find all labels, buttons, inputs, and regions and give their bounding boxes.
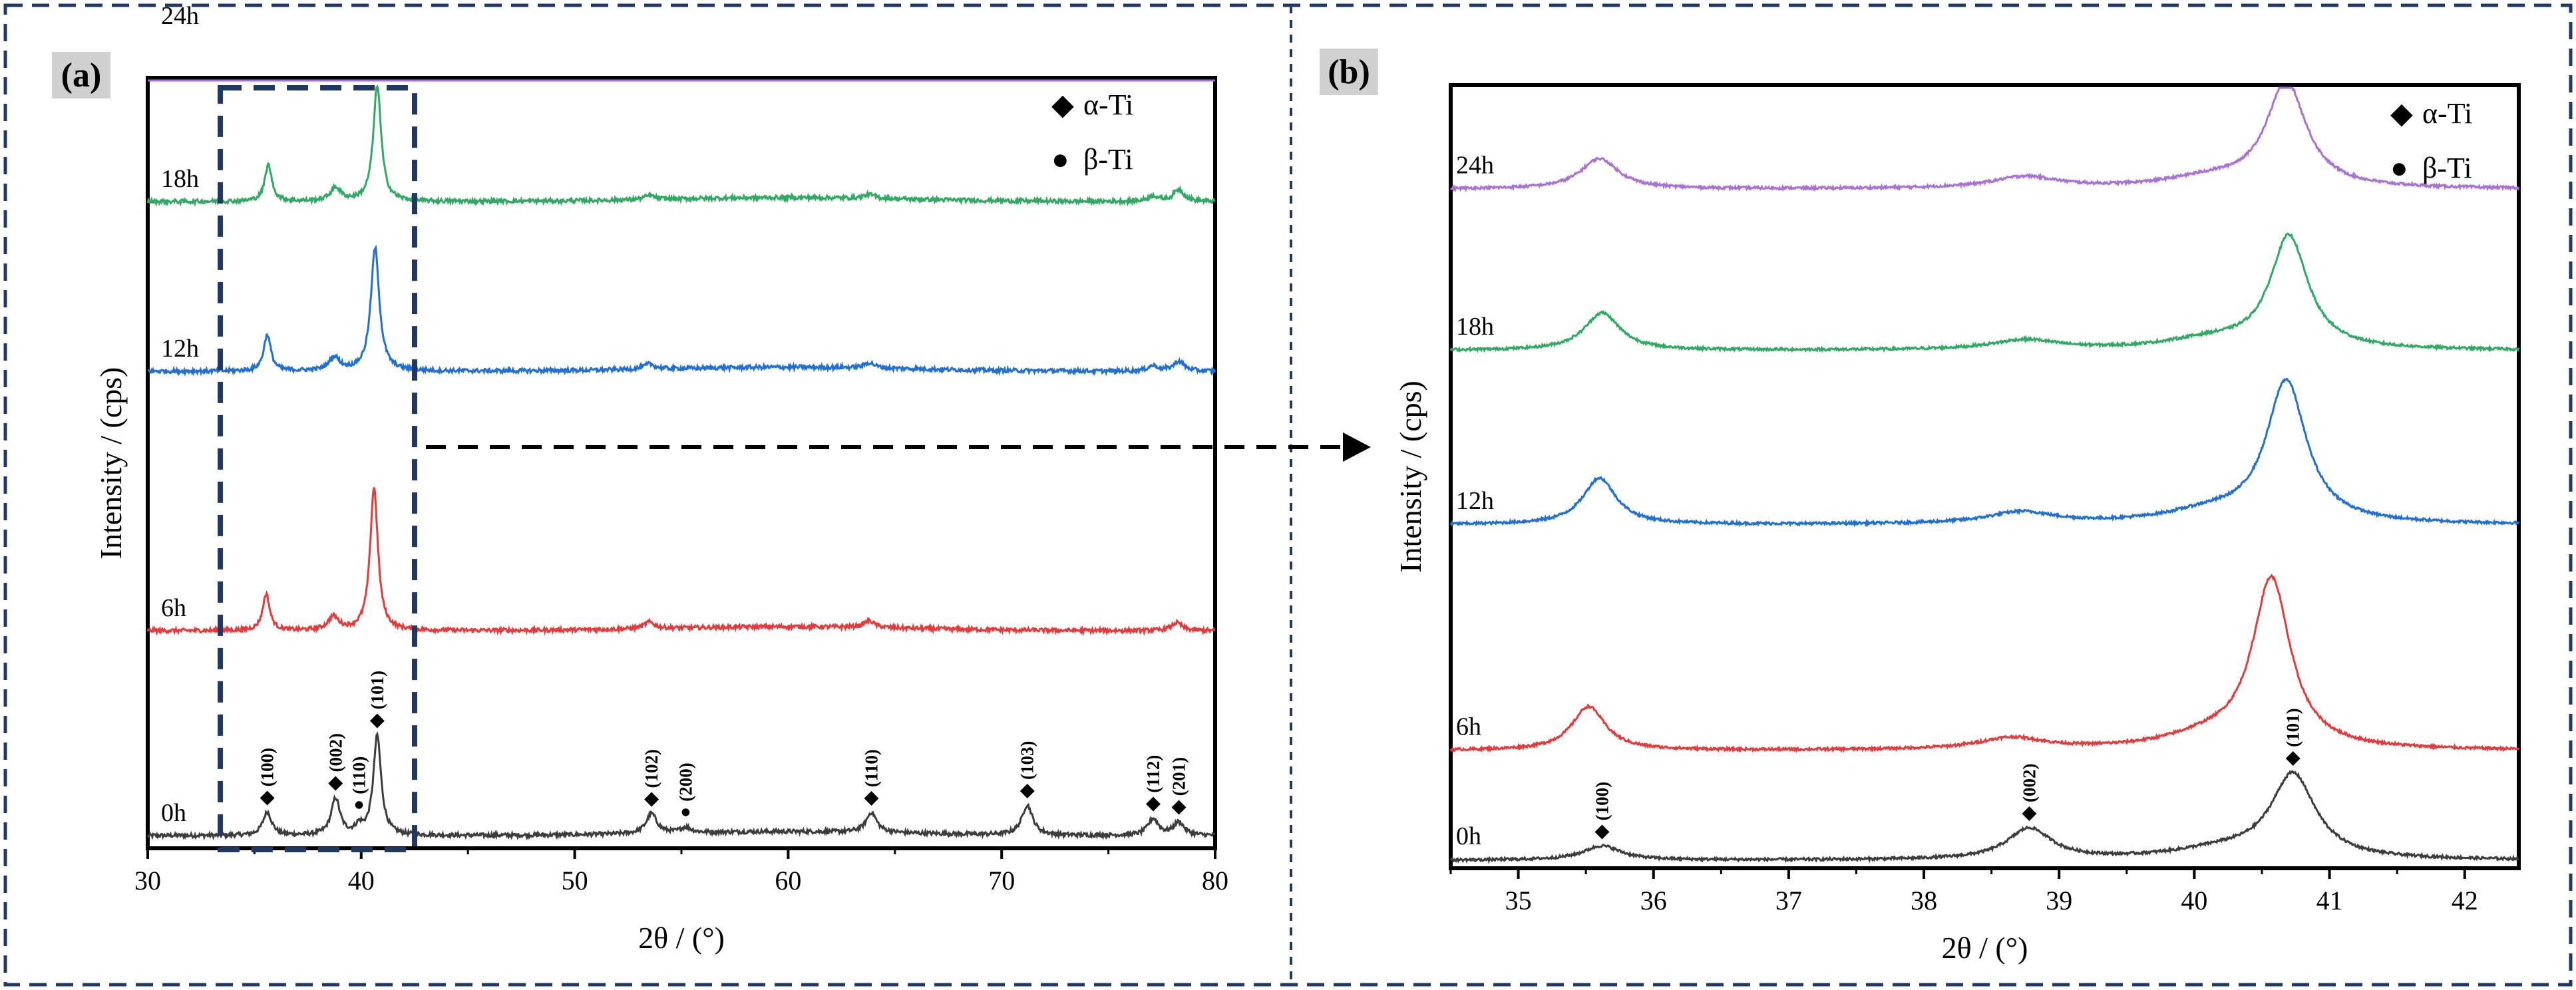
legend-symbol: ● <box>1051 143 1069 176</box>
x-tick-label: 38 <box>1911 886 1937 915</box>
x-tick-label: 30 <box>134 866 161 896</box>
panel-b-letter: (b) <box>1328 53 1370 91</box>
series-label-12h: 12h <box>1456 487 1494 515</box>
x-tick-label: 80 <box>1202 866 1228 896</box>
peak-label: (110) <box>862 749 882 787</box>
peak-marker: ◆ <box>2022 802 2037 822</box>
x-tick-label: 35 <box>1505 886 1532 915</box>
series-label-0h: 0h <box>161 799 186 827</box>
panel-a: (a) 0h 6h 12h 18h 24h 30 40 50 60 70 80 2θ / (°) Int… <box>52 2 1228 955</box>
peak-marker: ◆ <box>1171 796 1187 816</box>
peak-label: (200) <box>675 762 695 801</box>
x-tick-label: 36 <box>1640 886 1667 915</box>
series-line-18h-b <box>1449 232 2520 353</box>
peak-label: (102) <box>642 749 661 788</box>
legend-symbol: ● <box>2390 152 2408 184</box>
series-label-12h: 12h <box>161 335 199 363</box>
peak-marker: ◆ <box>644 788 659 808</box>
series-label-6h: 6h <box>161 594 186 622</box>
peak-label: (201) <box>1169 757 1189 796</box>
series-line-18h-a <box>146 84 1216 208</box>
x-tick-label: 37 <box>1775 886 1802 915</box>
x-tick-label: 39 <box>2046 886 2072 915</box>
x-tick-label: 40 <box>2181 886 2207 915</box>
peak-marker: ◆ <box>864 787 879 807</box>
panel-a-letter-bg <box>52 52 110 98</box>
x-tick-label: 70 <box>988 866 1015 896</box>
zoom-arrow-head <box>1343 432 1371 462</box>
peak-marker: ◆ <box>260 786 275 806</box>
series-label-18h: 18h <box>1456 313 1494 341</box>
legend-symbol: ◆ <box>2390 97 2413 130</box>
legend-label: α-Ti <box>1083 88 1133 121</box>
x-tick-label: 42 <box>2452 886 2478 915</box>
series-label-0h: 0h <box>1456 822 1481 850</box>
peak-marker: ◆ <box>1146 793 1161 813</box>
peak-label: (002) <box>325 733 345 772</box>
x-axis-title: 2θ / (°) <box>1942 931 2028 965</box>
peak-label: (100) <box>1592 782 1612 820</box>
series-label-6h: 6h <box>1456 713 1481 741</box>
x-tick-label: 60 <box>775 866 801 896</box>
peak-marker: ● <box>680 802 691 822</box>
legend-symbol: ◆ <box>1051 88 1074 121</box>
peak-label: (112) <box>1143 755 1163 793</box>
series-line-0h-a <box>146 731 1215 841</box>
y-axis-title: Intensity / (cps) <box>1393 381 1427 573</box>
series-line-12h-a <box>147 244 1216 377</box>
peak-label: (002) <box>2020 763 2040 802</box>
series-line-12h-b <box>1449 377 2520 528</box>
peak-marker: ● <box>353 794 364 814</box>
series-label-18h: 18h <box>161 165 199 193</box>
outer-frame <box>3 3 2573 987</box>
plot-area-b <box>1449 83 2521 870</box>
peak-marker: ◆ <box>369 709 385 729</box>
legend-label: β-Ti <box>1083 143 1133 176</box>
peak-marker: ◆ <box>328 772 343 792</box>
series-line-6h-b <box>1449 574 2520 754</box>
peak-marker: ◆ <box>1019 780 1035 800</box>
zoom-region-box <box>218 85 417 852</box>
peak-marker: ◆ <box>1594 820 1610 840</box>
series-label-24h: 24h <box>161 2 199 30</box>
series-line-24h-b <box>1449 86 2520 193</box>
peak-label: (101) <box>367 671 387 709</box>
series-line-0h-b <box>1449 769 2519 864</box>
panel-b-letter-bg <box>1320 49 1378 95</box>
legend-label: β-Ti <box>2422 152 2472 184</box>
series-line-6h-a <box>146 487 1216 637</box>
x-tick-label: 40 <box>348 866 375 896</box>
x-axis-title: 2θ / (°) <box>638 921 725 955</box>
plot-area-a <box>146 76 1217 850</box>
x-tick-label: 50 <box>562 866 588 896</box>
peak-label: (110) <box>349 756 369 794</box>
legend-label: α-Ti <box>2422 97 2472 130</box>
panel-a-letter: (a) <box>61 57 102 94</box>
series-label-24h: 24h <box>1456 151 1494 179</box>
panel-b: (b) 0h 6h 12h 18h 24h 35 36 37 38 39 40 41 42 2θ / (°… <box>1320 49 2521 965</box>
x-tick-label: 41 <box>2316 886 2343 915</box>
peak-label: (103) <box>1017 741 1037 779</box>
y-axis-title: Intensity / (cps) <box>94 367 128 560</box>
peak-label: (101) <box>2283 708 2303 746</box>
peak-label: (100) <box>258 748 277 786</box>
peak-marker: ◆ <box>2285 747 2300 767</box>
